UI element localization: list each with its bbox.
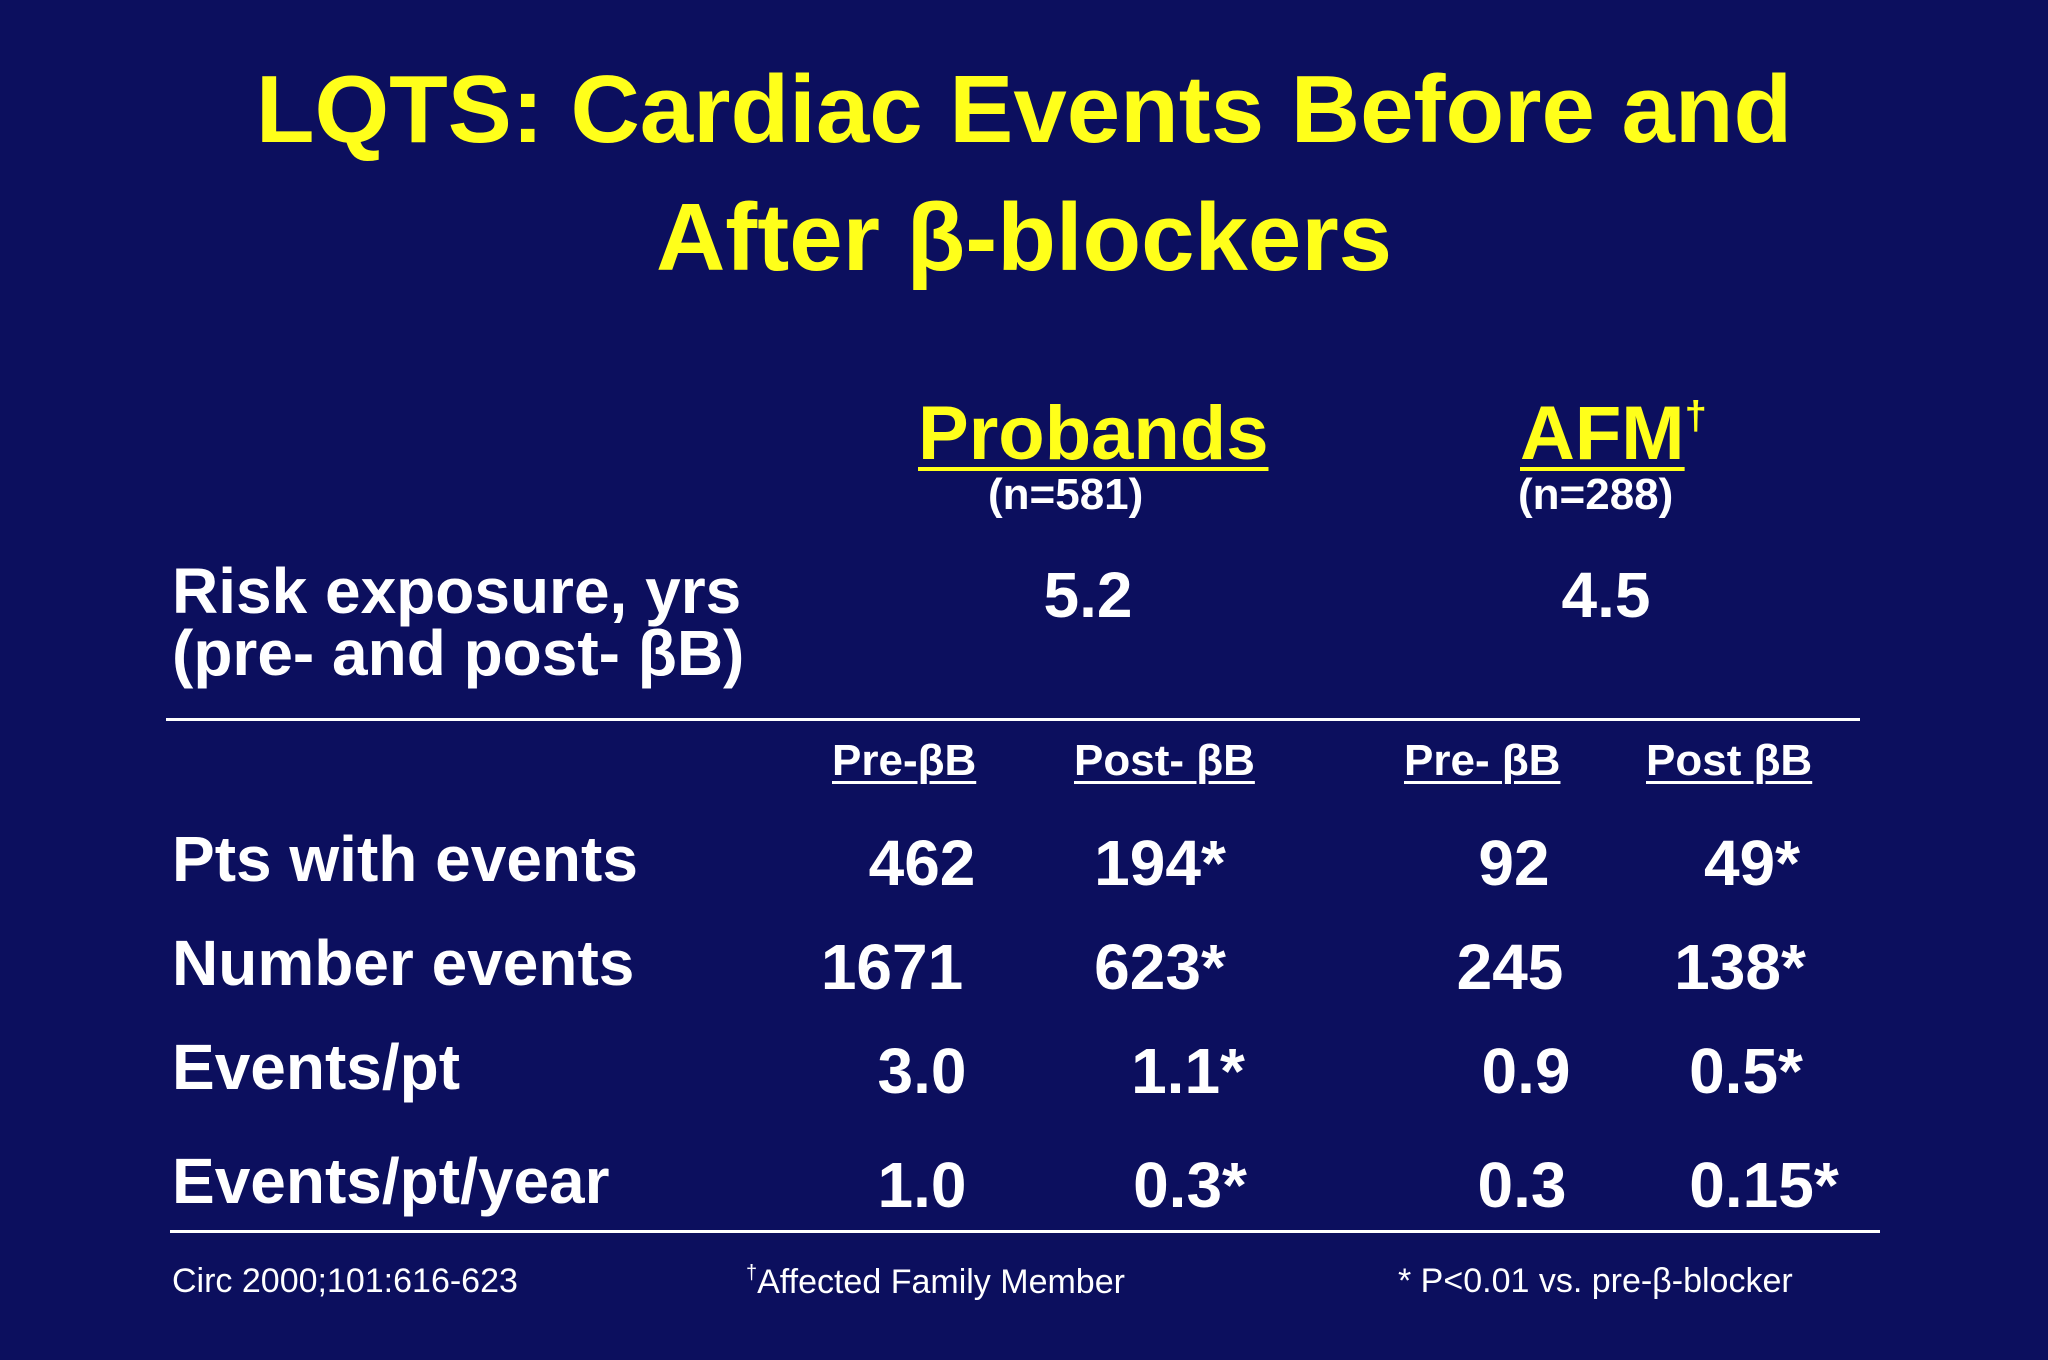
group-name-probands: Probands [918,391,1269,476]
footer-afm-note-text: Affected Family Member [757,1263,1125,1301]
footer-dagger-mark: † [746,1262,758,1284]
risk-exposure-afm: 4.5 [1561,559,1651,631]
slide-title-line-1: LQTS: Cardiac Events Before and [255,56,1793,163]
subheader-probands-post: Post- βB [1074,736,1255,785]
risk-exposure-label-line-1: Risk exposure, yrs [172,555,742,627]
group-header-probands: Probands [918,390,1269,477]
subheader-afm-post: Post βB [1646,736,1813,785]
group-n-probands: (n=581) [988,470,1144,519]
cell-events-per-pt-year-afm-pre: 0.3 [1477,1149,1567,1221]
row-label-events-per-pt: Events/pt [172,1031,461,1103]
row-label-events-per-pt-year: Events/pt/year [172,1145,610,1217]
subheader-probands-pre: Pre-βB [832,736,977,785]
footer-significance: * P<0.01 vs. pre-β-blocker [1398,1262,1793,1300]
cell-events-per-pt-year-probands-pre: 1.0 [877,1149,967,1221]
risk-exposure-probands: 5.2 [1043,559,1133,631]
cell-number-events-probands-post: 623* [1094,931,1226,1003]
cell-events-per-pt-year-probands-post: 0.3* [1133,1149,1247,1221]
dagger-mark: † [1684,394,1707,438]
cell-pts-with-events-probands-post: 194* [1094,827,1226,899]
cell-number-events-afm-pre: 245 [1456,931,1564,1003]
slide-title-line-2: After β-blockers [655,184,1393,291]
cell-events-per-pt-year-afm-post: 0.15* [1689,1149,1839,1221]
cell-number-events-afm-post: 138* [1674,931,1806,1003]
subheader-afm-pre: Pre- βB [1404,736,1561,785]
table-divider-bottom [170,1230,1880,1233]
group-header-afm: AFM† [1520,390,1707,477]
cell-pts-with-events-probands-pre: 462 [868,827,976,899]
row-label-pts-with-events: Pts with events [172,823,638,895]
cell-pts-with-events-afm-pre: 92 [1478,827,1550,899]
row-label-number-events: Number events [172,927,635,999]
table-divider-top [166,718,1860,721]
cell-pts-with-events-afm-post: 49* [1703,827,1801,899]
risk-exposure-label-line-2: (pre- and post- βB) [172,617,745,689]
cell-events-per-pt-afm-pre: 0.9 [1481,1035,1571,1107]
group-name-afm: AFM [1520,391,1685,476]
footer-citation: Circ 2000;101:616-623 [172,1262,518,1300]
footer-afm-note: †Affected Family Member [746,1262,1125,1302]
cell-events-per-pt-probands-post: 1.1* [1131,1035,1245,1107]
group-n-afm: (n=288) [1518,470,1674,519]
cell-number-events-probands-pre: 1671 [820,931,964,1003]
cell-events-per-pt-afm-post: 0.5* [1689,1035,1803,1107]
cell-events-per-pt-probands-pre: 3.0 [877,1035,967,1107]
